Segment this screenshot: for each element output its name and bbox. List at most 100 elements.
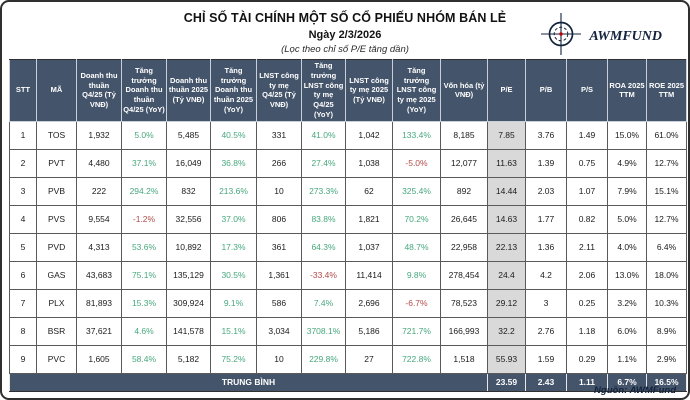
cell-pe: 32.2 (487, 316, 526, 346)
crosshair-icon (540, 12, 582, 61)
cell-ps: 1.07 (566, 176, 608, 206)
cell-pb: 3 (525, 288, 567, 318)
cell-revenue-growth-2025: 40.5% (210, 120, 257, 150)
cell-pe: 24.4 (487, 260, 526, 290)
cell-roa: 5.0% (607, 204, 647, 234)
cell-revenue-q4: 1,605 (76, 344, 122, 374)
col-header-profit-2025: LNST công ty mẹ 2025 (Tỷ VNĐ) (345, 59, 393, 122)
table-header-row: STT MÃ Doanh thu thuần Q4/25 (Tỷ VNĐ) Tăng … (9, 59, 687, 122)
cell-profit-growth-2025: 70.2% (392, 204, 441, 234)
cell-profit-growth-2025: 48.7% (392, 232, 441, 262)
cell-ticker: PVS (36, 204, 77, 234)
cell-revenue-q4: 4,480 (76, 148, 122, 178)
cell-profit-q4: 10 (256, 344, 302, 374)
cell-market-cap: 26,645 (440, 204, 488, 234)
financial-indicators-table: STT MÃ Doanh thu thuần Q4/25 (Tỷ VNĐ) Tăng … (9, 59, 687, 392)
cell-revenue-growth-2025: 213.6% (210, 176, 257, 206)
cell-stt: 6 (9, 260, 37, 290)
table-row: 2 PVT 4,480 37.1% 16,049 36.8% 266 27.4% 1,038 -5… (9, 148, 687, 178)
cell-stt: 1 (9, 120, 37, 150)
cell-pe: 11.63 (487, 148, 526, 178)
cell-profit-growth-q4: 229.8% (301, 344, 346, 374)
col-header-roa: ROA 2025 TTM (607, 59, 647, 122)
cell-revenue-q4: 9,554 (76, 204, 122, 234)
cell-market-cap: 78,523 (440, 288, 488, 318)
cell-revenue-q4: 43,683 (76, 260, 122, 290)
summary-ps: 1.11 (566, 372, 608, 392)
col-header-revenue-growth-q4: Tăng trưởng Doanh thu thuần Q4/25 (YoY) (121, 59, 167, 122)
table-row: 3 PVB 222 294.2% 832 213.6% 10 273.3% 62 325.4% 89… (9, 176, 687, 206)
page-title: CHỈ SỐ TÀI CHÍNH MỘT SỐ CỔ PHIẾU NHÓM BÁ… (183, 11, 507, 25)
col-header-revenue-q4: Doanh thu thuần Q4/25 (Tỷ VNĐ) (76, 59, 122, 122)
cell-roa: 13.0% (607, 260, 647, 290)
cell-market-cap: 8,185 (440, 120, 488, 150)
col-header-roe: ROE 2025 TTM (646, 59, 687, 122)
cell-profit-growth-q4: 27.4% (301, 148, 346, 178)
cell-revenue-2025: 135,129 (166, 260, 211, 290)
cell-ticker: PLX (36, 288, 77, 318)
cell-profit-2025: 2,696 (345, 288, 393, 318)
cell-revenue-growth-2025: 37.0% (210, 204, 257, 234)
cell-profit-2025: 11,414 (345, 260, 393, 290)
cell-profit-growth-2025: 133.4% (392, 120, 441, 150)
table-row: 4 PVS 9,554 -1.2% 32,556 37.0% 806 83.8% 1,821 70… (9, 204, 687, 234)
cell-revenue-growth-2025: 9.1% (210, 288, 257, 318)
cell-profit-2025: 1,821 (345, 204, 393, 234)
cell-profit-q4: 3,034 (256, 316, 302, 346)
cell-profit-2025: 1,042 (345, 120, 393, 150)
summary-row: TRUNG BÌNH 23.59 2.43 1.11 6.7% 16.5% (9, 372, 687, 392)
cell-roa: 15.0% (607, 120, 647, 150)
table-row: 5 PVD 4,313 53.6% 10,892 17.3% 361 64.3% 1,037 48… (9, 232, 687, 262)
cell-profit-growth-q4: 3708.1% (301, 316, 346, 346)
table-row: 9 PVC 1,605 58.4% 5,182 75.2% 10 229.8% 27 722.8%… (9, 344, 687, 374)
cell-revenue-growth-q4: 58.4% (121, 344, 167, 374)
cell-profit-q4: 586 (256, 288, 302, 318)
cell-roe: 8.9% (646, 316, 687, 346)
cell-profit-2025: 27 (345, 344, 393, 374)
cell-pb: 1.59 (525, 344, 567, 374)
cell-revenue-2025: 309,924 (166, 288, 211, 318)
cell-profit-q4: 10 (256, 176, 302, 206)
cell-profit-growth-q4: 41.0% (301, 120, 346, 150)
financial-table-wrap: STT MÃ Doanh thu thuần Q4/25 (Tỷ VNĐ) Tăng … (9, 59, 687, 392)
cell-roa: 7.9% (607, 176, 647, 206)
cell-revenue-2025: 32,556 (166, 204, 211, 234)
cell-revenue-q4: 37,621 (76, 316, 122, 346)
cell-roa: 1.1% (607, 344, 647, 374)
summary-pb: 2.43 (525, 372, 567, 392)
cell-revenue-growth-q4: 75.1% (121, 260, 167, 290)
cell-profit-q4: 331 (256, 120, 302, 150)
cell-revenue-growth-2025: 30.5% (210, 260, 257, 290)
cell-revenue-growth-2025: 36.8% (210, 148, 257, 178)
cell-pb: 1.36 (525, 232, 567, 262)
summary-roe: 16.5% (646, 372, 687, 392)
cell-revenue-2025: 10,892 (166, 232, 211, 262)
cell-roe: 12.7% (646, 148, 687, 178)
cell-pb: 4.2 (525, 260, 567, 290)
cell-profit-2025: 1,038 (345, 148, 393, 178)
cell-ticker: TOS (36, 120, 77, 150)
col-header-stt: STT (9, 59, 37, 122)
cell-stt: 3 (9, 176, 37, 206)
cell-roe: 6.4% (646, 232, 687, 262)
source-credit: Nguồn: AWMFund (594, 385, 676, 396)
col-header-ps: P/S (566, 59, 608, 122)
cell-market-cap: 12,077 (440, 148, 488, 178)
col-header-profit-growth-2025: Tăng trưởng LNST công ty mẹ 2025 (YoY) (392, 59, 441, 122)
cell-pe: 14.44 (487, 176, 526, 206)
cell-market-cap: 1,518 (440, 344, 488, 374)
cell-ticker: PVB (36, 176, 77, 206)
cell-ticker: PVC (36, 344, 77, 374)
cell-market-cap: 22,958 (440, 232, 488, 262)
cell-pb: 2.03 (525, 176, 567, 206)
cell-revenue-growth-q4: 5.0% (121, 120, 167, 150)
summary-roa: 6.7% (607, 372, 647, 392)
cell-revenue-2025: 5,485 (166, 120, 211, 150)
cell-stt: 7 (9, 288, 37, 318)
cell-market-cap: 892 (440, 176, 488, 206)
cell-revenue-growth-q4: 15.3% (121, 288, 167, 318)
col-header-pb: P/B (525, 59, 567, 122)
cell-roa: 3.2% (607, 288, 647, 318)
cell-revenue-q4: 4,313 (76, 232, 122, 262)
